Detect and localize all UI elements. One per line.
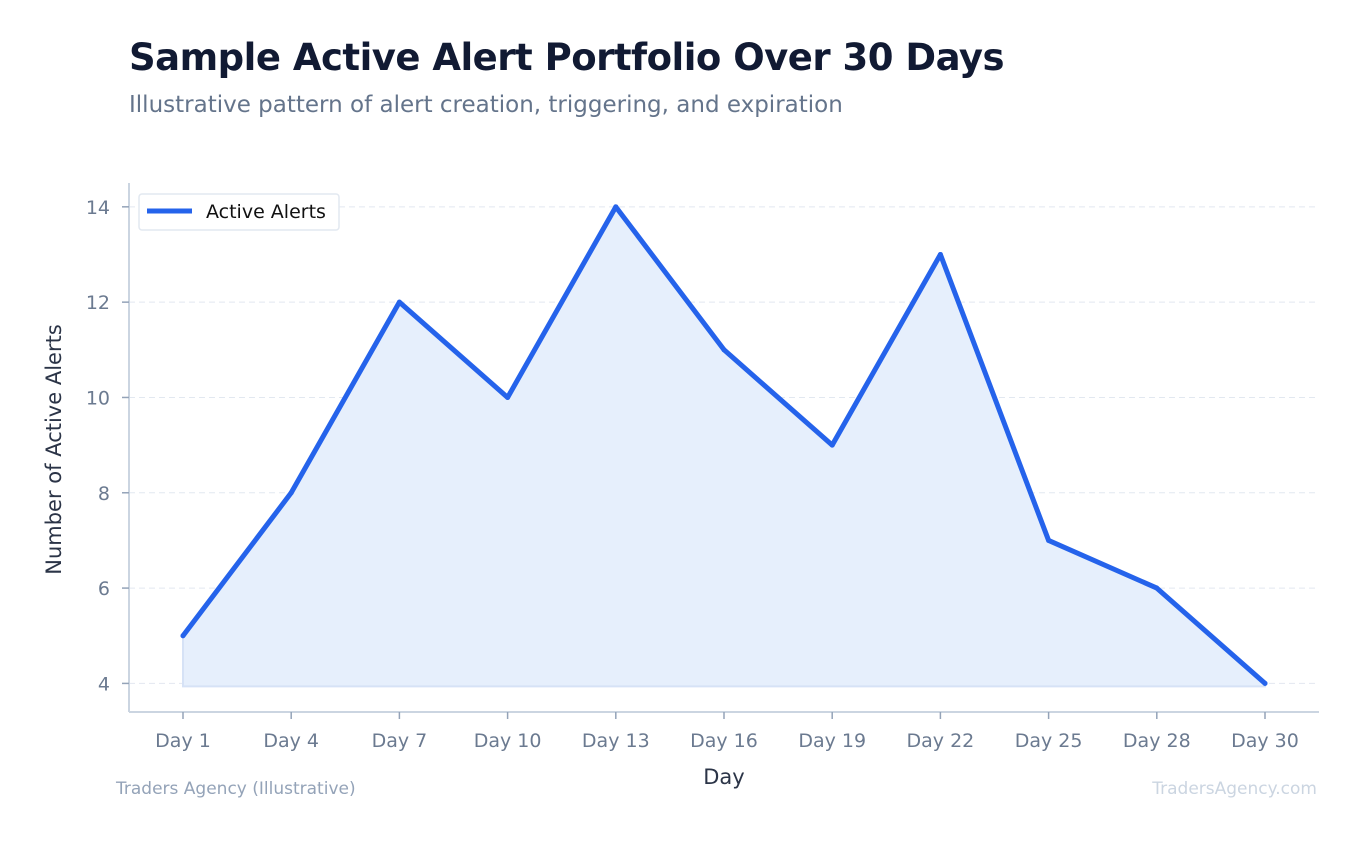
y-axis-title: Number of Active Alerts xyxy=(42,324,66,575)
legend: Active Alerts xyxy=(138,193,340,231)
data-point-day-16 xyxy=(721,347,727,353)
y-tick-label-10: 10 xyxy=(86,387,110,409)
legend-label-active-alerts: Active Alerts xyxy=(206,201,326,223)
data-point-day-13 xyxy=(613,204,619,210)
y-tick-label-8: 8 xyxy=(98,483,110,505)
source-note: Traders Agency (Illustrative) xyxy=(116,779,356,799)
y-tick-label-12: 12 xyxy=(86,292,110,314)
x-tick-label-day-1: Day 1 xyxy=(155,730,211,752)
x-tick-label-day-13: Day 13 xyxy=(582,730,650,752)
data-point-day-25 xyxy=(1046,537,1052,543)
data-point-day-4 xyxy=(288,490,294,496)
y-axis-ticks: 4 6 8 10 12 14 xyxy=(86,197,129,695)
x-tick-label-day-7: Day 7 xyxy=(372,730,428,752)
series-area-fill xyxy=(182,205,1266,688)
data-point-day-1 xyxy=(180,633,186,639)
x-tick-label-day-22: Day 22 xyxy=(907,730,975,752)
x-tick-label-day-25: Day 25 xyxy=(1015,730,1083,752)
data-point-day-7 xyxy=(396,299,402,305)
y-tick-label-4: 4 xyxy=(98,673,110,695)
chart-subtitle: Illustrative pattern of alert creation, … xyxy=(129,92,843,118)
chart-title: Sample Active Alert Portfolio Over 30 Da… xyxy=(129,36,1005,79)
x-axis-title: Day xyxy=(703,765,744,789)
x-tick-label-day-30: Day 30 xyxy=(1231,730,1299,752)
y-tick-label-6: 6 xyxy=(98,578,110,600)
x-tick-label-day-19: Day 19 xyxy=(798,730,866,752)
data-point-day-30 xyxy=(1262,680,1268,686)
data-point-day-19 xyxy=(829,442,835,448)
x-tick-label-day-10: Day 10 xyxy=(474,730,542,752)
data-point-day-10 xyxy=(505,394,511,400)
x-tick-label-day-28: Day 28 xyxy=(1123,730,1191,752)
watermark: TradersAgency.com xyxy=(1152,779,1317,799)
x-axis-ticks: Day 1 Day 4 Day 7 Day 10 Day 13 Day 16 Day 19 D… xyxy=(155,712,1299,752)
legend-box xyxy=(138,193,340,231)
x-tick-label-day-16: Day 16 xyxy=(690,730,758,752)
x-tick-label-day-4: Day 4 xyxy=(263,730,319,752)
data-point-day-28 xyxy=(1154,585,1160,591)
y-tick-label-14: 14 xyxy=(86,197,110,219)
data-point-day-22 xyxy=(937,251,943,257)
